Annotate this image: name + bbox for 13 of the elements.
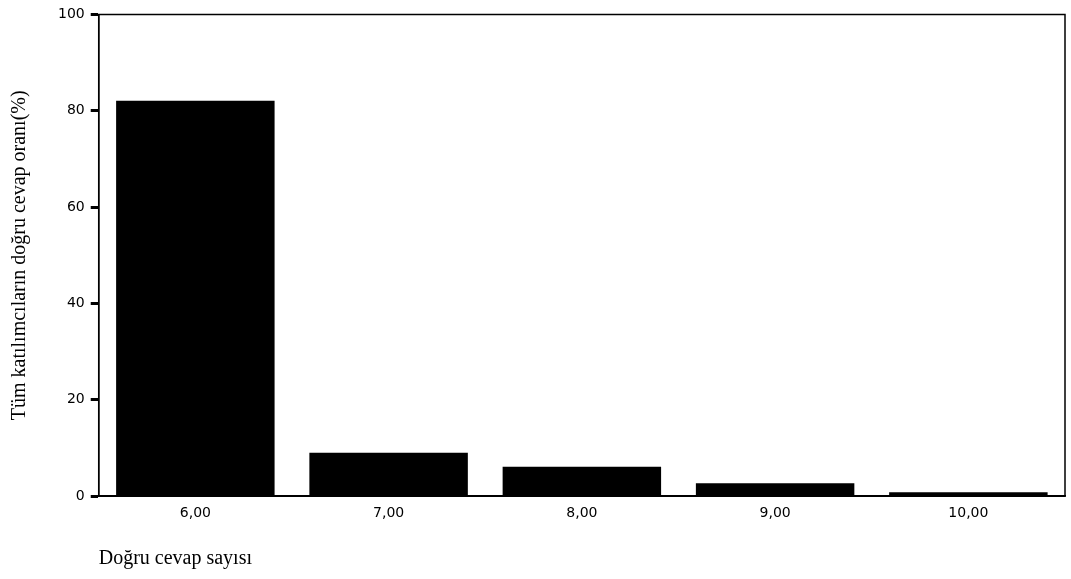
x-tick-label: 10,00 — [948, 504, 989, 521]
x-tick-label: 9,00 — [759, 504, 791, 521]
x-axis-title: Doğru cevap sayısı — [98, 546, 253, 570]
y-tick-label: 40 — [66, 294, 85, 311]
x-tick-label: 7,00 — [373, 504, 405, 521]
x-tick-label: 8,00 — [566, 504, 598, 521]
x-tick-label: 6,00 — [179, 504, 211, 521]
y-tick-label: 0 — [75, 486, 85, 503]
y-tick-label: 100 — [57, 5, 85, 22]
y-axis-title: Tüm katılımcıların doğru cevap oranı(%) — [7, 90, 31, 421]
y-tick-label: 80 — [66, 101, 85, 118]
y-tick-label: 20 — [66, 390, 85, 407]
y-tick-label: 60 — [66, 197, 85, 214]
